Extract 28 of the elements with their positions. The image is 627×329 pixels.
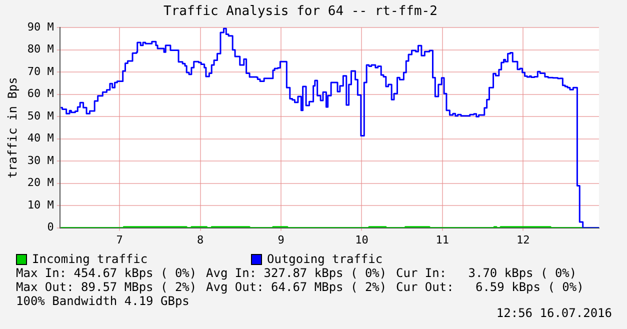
- y-tick-label: 30 M: [27, 154, 54, 167]
- x-tick-label: 9: [278, 233, 284, 246]
- y-tick-label: 0: [47, 220, 54, 234]
- text: Cur In: 3.70 kBps ( 0%): [396, 266, 578, 280]
- y-tick-label: 10 M: [27, 198, 54, 212]
- text: 100% Bandwidth 4.19 GBps: [16, 294, 190, 308]
- legend-label: Outgoing traffic: [267, 252, 383, 266]
- y-tick-label: 70 M: [27, 64, 54, 78]
- y-axis-title: traffic in Bps: [5, 77, 20, 178]
- x-tick-label: 10: [355, 233, 368, 246]
- x-tick-label: 11: [436, 233, 450, 246]
- text: Max Out: 89.57 MBps ( 2%): [16, 280, 198, 294]
- legend-label: Incoming traffic: [32, 252, 148, 266]
- y-tick-label: 50 M: [27, 109, 54, 122]
- x-tick-label: 12: [516, 233, 530, 246]
- y-tick-label: 60 M: [27, 87, 54, 100]
- x-tick-label: 7: [116, 233, 123, 246]
- y-tick-label: 80 M: [27, 42, 54, 56]
- text: 12:56 16.07.2016: [496, 306, 612, 320]
- y-tick-label: 90 M: [27, 20, 54, 34]
- y-tick-label: 20 M: [27, 176, 54, 190]
- x-tick-label: 8: [197, 233, 204, 246]
- y-tick-label: 40 M: [27, 132, 54, 145]
- text: Max In: 454.67 kBps ( 0%): [16, 266, 198, 280]
- text: Avg In: 327.87 kBps ( 0%): [206, 266, 388, 280]
- text: Avg Out: 64.67 MBps ( 2%): [206, 280, 388, 294]
- text: Cur Out: 6.59 kBps ( 0%): [396, 280, 585, 294]
- chart-title: Traffic Analysis for 64 -- rt-ffm-2: [164, 4, 438, 20]
